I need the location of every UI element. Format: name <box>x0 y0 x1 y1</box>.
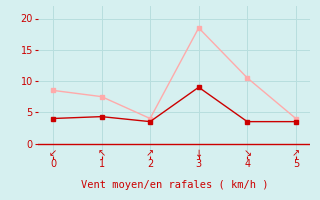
Text: ↖: ↖ <box>98 148 106 158</box>
Text: ↓: ↓ <box>195 148 203 158</box>
Text: ↗: ↗ <box>146 148 154 158</box>
X-axis label: Vent moyen/en rafales ( km/h ): Vent moyen/en rafales ( km/h ) <box>81 180 268 190</box>
Text: ↙: ↙ <box>49 148 57 158</box>
Text: ↘: ↘ <box>243 148 251 158</box>
Text: ↗: ↗ <box>292 148 300 158</box>
